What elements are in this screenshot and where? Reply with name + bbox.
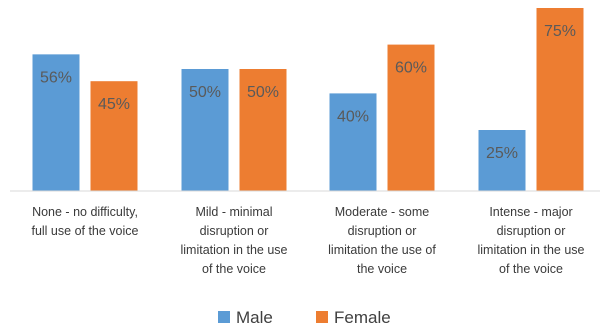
category-label-line: limitation in the use <box>180 243 287 257</box>
data-label-female-1: 50% <box>247 84 279 101</box>
legend-swatch-female <box>316 311 328 323</box>
category-label-line: Intense - major <box>489 205 572 219</box>
legend-label-male: Male <box>236 308 273 327</box>
data-label-female-0: 45% <box>98 96 130 113</box>
bar-male-1 <box>181 69 229 191</box>
bar-male-2 <box>329 93 377 191</box>
category-label-line: disruption or <box>497 224 566 238</box>
category-label-line: the voice <box>357 262 407 276</box>
legend: Male Female <box>218 308 391 327</box>
legend-label-female: Female <box>334 308 391 327</box>
category-label-line: full use of the voice <box>31 224 138 238</box>
legend-swatch-male <box>218 311 230 323</box>
category-labels-layer: None - no difficulty, full use of the voi… <box>31 205 584 276</box>
data-label-female-2: 60% <box>395 60 427 77</box>
data-label-male-1: 50% <box>189 84 221 101</box>
category-label-line: None - no difficulty, <box>32 205 138 219</box>
bar-male-0 <box>32 54 80 191</box>
category-label-line: limitation the use of <box>328 243 436 257</box>
bar-female-0 <box>90 81 138 191</box>
category-label-line: of the voice <box>499 262 563 276</box>
category-label-line: Moderate - some <box>335 205 430 219</box>
category-label-line: disruption or <box>348 224 417 238</box>
bar-female-1 <box>239 69 287 191</box>
data-labels-layer: 56% 45% 50% 50% 40% 60% 25% 75% <box>40 23 576 162</box>
category-label-1: Mild - minimal disruption or limitation in… <box>180 205 287 276</box>
category-label-3: Intense - major disruption or limitation i… <box>477 205 584 276</box>
data-label-male-3: 25% <box>486 145 518 162</box>
category-label-0: None - no difficulty, full use of the voi… <box>31 205 138 238</box>
data-label-male-0: 56% <box>40 69 72 86</box>
data-label-male-2: 40% <box>337 108 369 125</box>
bar-male-3 <box>478 130 526 191</box>
category-label-line: disruption or <box>200 224 269 238</box>
bars-layer <box>32 8 584 191</box>
data-label-female-3: 75% <box>544 23 576 40</box>
category-label-2: Moderate - some disruption or limitation t… <box>328 205 436 276</box>
bar-female-3 <box>536 8 584 191</box>
bar-female-2 <box>387 44 435 191</box>
category-label-line: of the voice <box>202 262 266 276</box>
category-label-line: limitation in the use <box>477 243 584 257</box>
category-label-line: Mild - minimal <box>195 205 272 219</box>
